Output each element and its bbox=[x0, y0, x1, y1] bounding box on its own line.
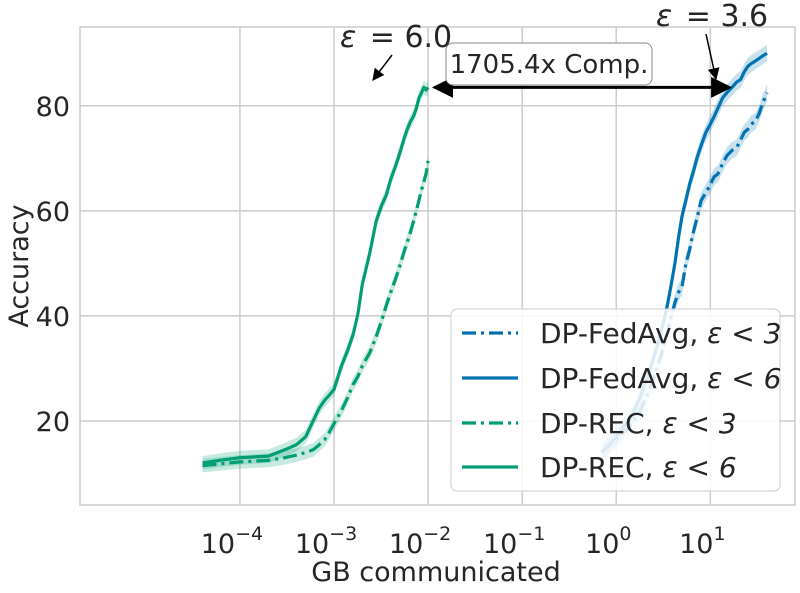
legend-item: DP-FedAvg, ε < 3 bbox=[462, 317, 781, 350]
epsilon-value: = 6.0 bbox=[370, 20, 452, 55]
legend-label: DP-FedAvg, ε < 6 bbox=[540, 362, 781, 395]
x-tick-label: 100 bbox=[585, 523, 631, 560]
epsilon-annotation-left-arrow bbox=[372, 54, 393, 81]
epsilon-annotation-right-arrow bbox=[705, 33, 720, 81]
legend-label: DP-REC, ε < 6 bbox=[540, 451, 737, 484]
legend: DP-FedAvg, ε < 3 DP-FedAvg, ε < 6 DP-REC, … bbox=[450, 308, 781, 492]
x-tick-label: 10−1 bbox=[483, 523, 545, 560]
y-tick-label: 60 bbox=[36, 197, 70, 228]
y-tick-label: 80 bbox=[36, 92, 70, 123]
compression-label-box bbox=[445, 42, 653, 86]
legend-item: DP-REC, ε < 3 bbox=[462, 407, 737, 440]
y-axis-ticks: 20 40 60 80 bbox=[36, 92, 70, 438]
legend-label: DP-REC, ε < 3 bbox=[540, 407, 737, 440]
x-axis-ticks: 10−4 10−3 10−2 10−1 100 101 bbox=[201, 523, 726, 560]
legend-label: DP-FedAvg, ε < 3 bbox=[540, 317, 781, 350]
plot-frame bbox=[79, 26, 796, 506]
legend-item: DP-REC, ε < 6 bbox=[462, 451, 737, 484]
x-tick-label: 10−2 bbox=[389, 523, 451, 560]
y-tick-label: 40 bbox=[36, 302, 70, 333]
confidence-band bbox=[202, 80, 429, 470]
epsilon-annotation-right: ε = 3.6 bbox=[656, 0, 768, 34]
epsilon-value: = 3.6 bbox=[686, 0, 768, 34]
compression-label: 1705.4x Comp. bbox=[450, 50, 649, 80]
epsilon-symbol: ε bbox=[656, 0, 672, 34]
series-line bbox=[202, 85, 430, 465]
series-line bbox=[600, 92, 769, 454]
confidence-band bbox=[202, 154, 429, 473]
x-tick-label: 10−3 bbox=[295, 523, 357, 560]
legend-item: DP-FedAvg, ε < 6 bbox=[462, 362, 781, 395]
annotations: 1705.4x Comp. ε = 6.0 ε = 3.6 bbox=[340, 0, 768, 98]
epsilon-annotation-left: ε = 6.0 bbox=[340, 20, 452, 55]
epsilon-symbol: ε bbox=[340, 20, 356, 55]
x-tick-label: 10−4 bbox=[201, 523, 263, 560]
legend-frame bbox=[450, 308, 781, 492]
y-tick-label: 20 bbox=[36, 407, 70, 438]
series-line bbox=[202, 160, 430, 468]
x-tick-label: 101 bbox=[679, 523, 725, 560]
x-axis-label: GB communicated bbox=[311, 557, 560, 588]
y-axis-label: Accuracy bbox=[4, 204, 35, 327]
